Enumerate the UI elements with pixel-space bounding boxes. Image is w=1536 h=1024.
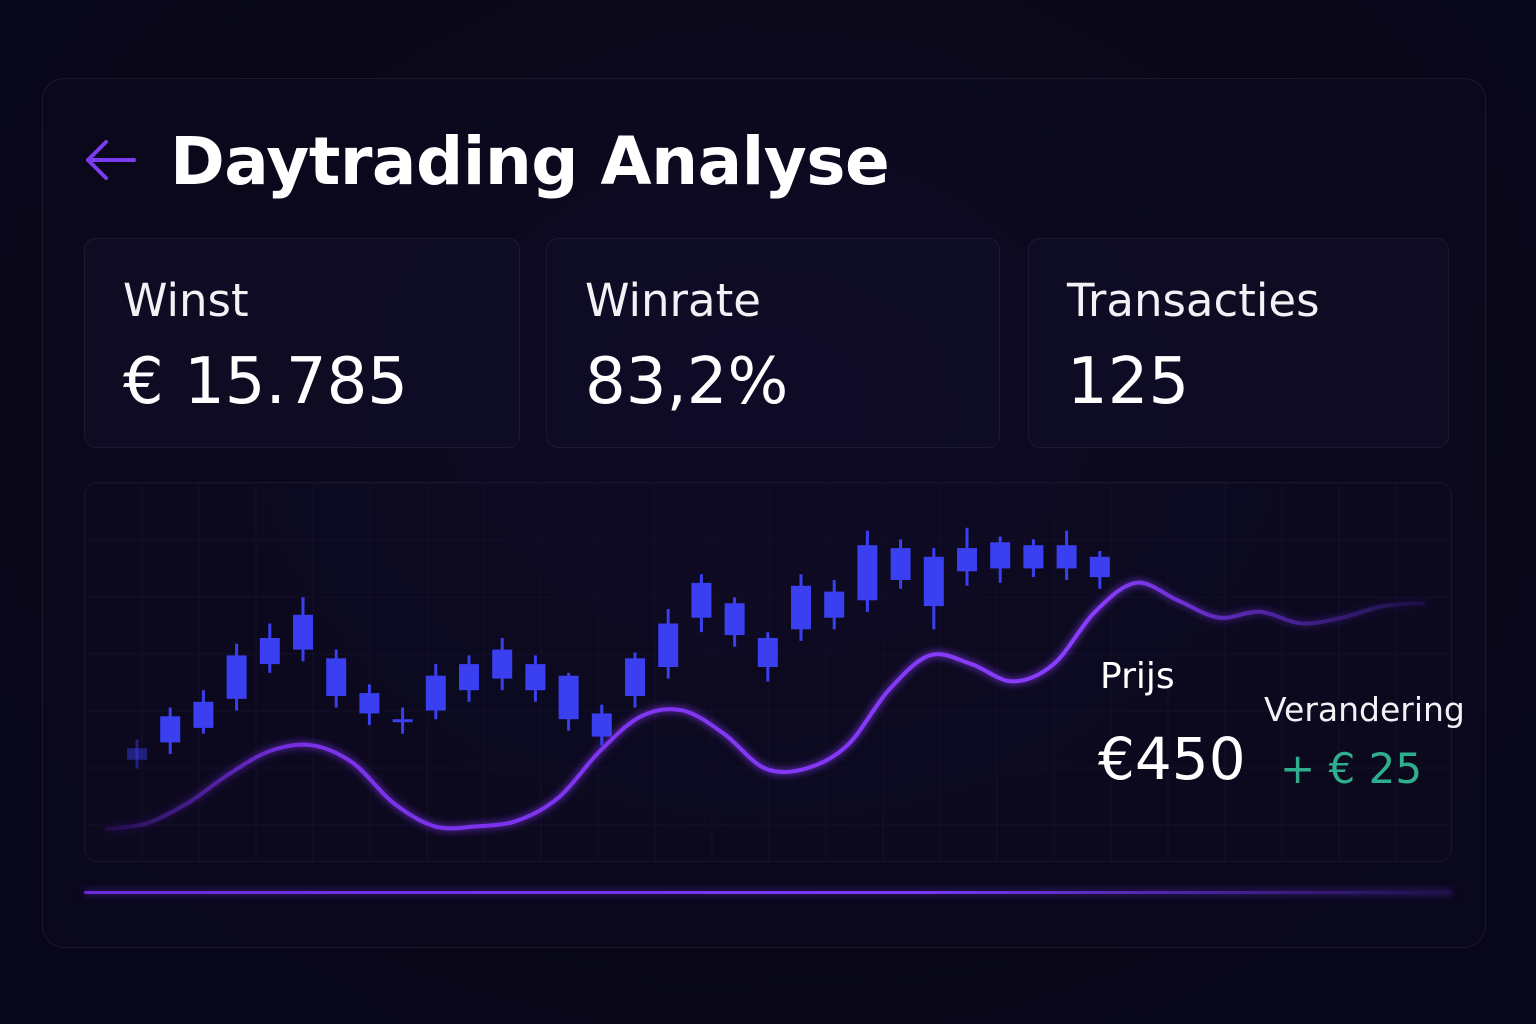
candle-body [1089,556,1110,578]
candle-body [525,664,546,691]
timeline-bar[interactable] [84,891,1452,894]
stat-value: 83,2% [585,345,789,419]
candlestick[interactable] [1089,551,1110,589]
candle-body [160,716,181,743]
trend-line [104,580,1426,832]
candlestick[interactable] [857,530,878,612]
candle-body [857,545,878,601]
candlestick[interactable] [525,655,546,702]
candlestick[interactable] [658,609,679,679]
candlestick[interactable] [326,649,347,708]
candlestick[interactable] [791,574,811,641]
stat-label: Transacties [1067,274,1320,327]
candle-body [724,603,745,636]
back-button[interactable] [84,138,138,182]
candle-body [259,638,280,665]
candlestick[interactable] [359,684,380,725]
candlestick[interactable] [226,643,247,711]
candle-body [625,658,645,696]
stat-label: Winst [123,274,249,327]
candlestick[interactable] [957,527,977,586]
candle-body [923,556,944,607]
candlestick[interactable] [990,536,1011,583]
candlestick[interactable] [1023,539,1044,578]
candlestick[interactable] [890,539,911,589]
candle-body [1056,545,1077,569]
candlestick[interactable] [558,672,579,731]
candle-body [326,658,347,696]
price-label: Prijs [1100,656,1175,697]
page-title: Daytrading Analyse [170,123,890,200]
candle-body [558,675,579,720]
candle-body [990,542,1011,569]
candle-body [392,719,413,723]
candlestick[interactable] [625,652,645,708]
candle-body [459,664,479,691]
arrow-left-icon [86,140,136,180]
candle-body [127,748,147,760]
candlestick[interactable] [691,574,712,633]
candle-body [691,582,712,618]
change-value: + € 25 [1280,744,1423,793]
candlestick[interactable] [492,638,513,691]
candlestick[interactable] [425,664,446,720]
candle-body [293,614,313,650]
candle-body [591,713,612,737]
candle-body [226,655,247,699]
candlestick[interactable] [923,548,944,630]
candlestick[interactable] [724,597,745,647]
candle-body [890,548,911,580]
stat-value: 125 [1067,345,1190,419]
price-chart[interactable] [84,482,1452,862]
candlestick[interactable] [193,690,214,734]
dashboard-panel [42,78,1486,948]
candle-body [824,591,845,618]
candlestick[interactable] [591,704,612,746]
candlestick[interactable] [259,623,280,673]
price-value: €450 [1098,725,1246,793]
candle-body [359,693,380,714]
candle-body [425,675,446,711]
stat-card-winst: Winst € 15.785 [84,238,520,448]
candlestick[interactable] [459,655,479,702]
change-label: Verandering [1264,690,1465,729]
stat-card-transacties: Transacties 125 [1028,238,1449,448]
candlestick[interactable] [293,597,313,662]
chart-canvas [85,483,1451,861]
candlestick[interactable] [824,580,845,630]
stat-value: € 15.785 [123,345,408,419]
candle-body [193,701,214,728]
candle-body [791,585,811,630]
stat-label: Winrate [585,274,761,327]
candle-body [492,649,513,679]
candlestick[interactable] [392,707,413,734]
candlestick[interactable] [127,739,147,769]
candle-body [1023,545,1044,569]
candle-body [957,548,977,572]
candlestick[interactable] [1056,530,1077,580]
candlestick[interactable] [160,707,181,754]
candle-body [757,638,778,667]
stat-card-winrate: Winrate 83,2% [546,238,1000,448]
candlestick[interactable] [757,632,778,682]
candle-body [658,623,679,667]
